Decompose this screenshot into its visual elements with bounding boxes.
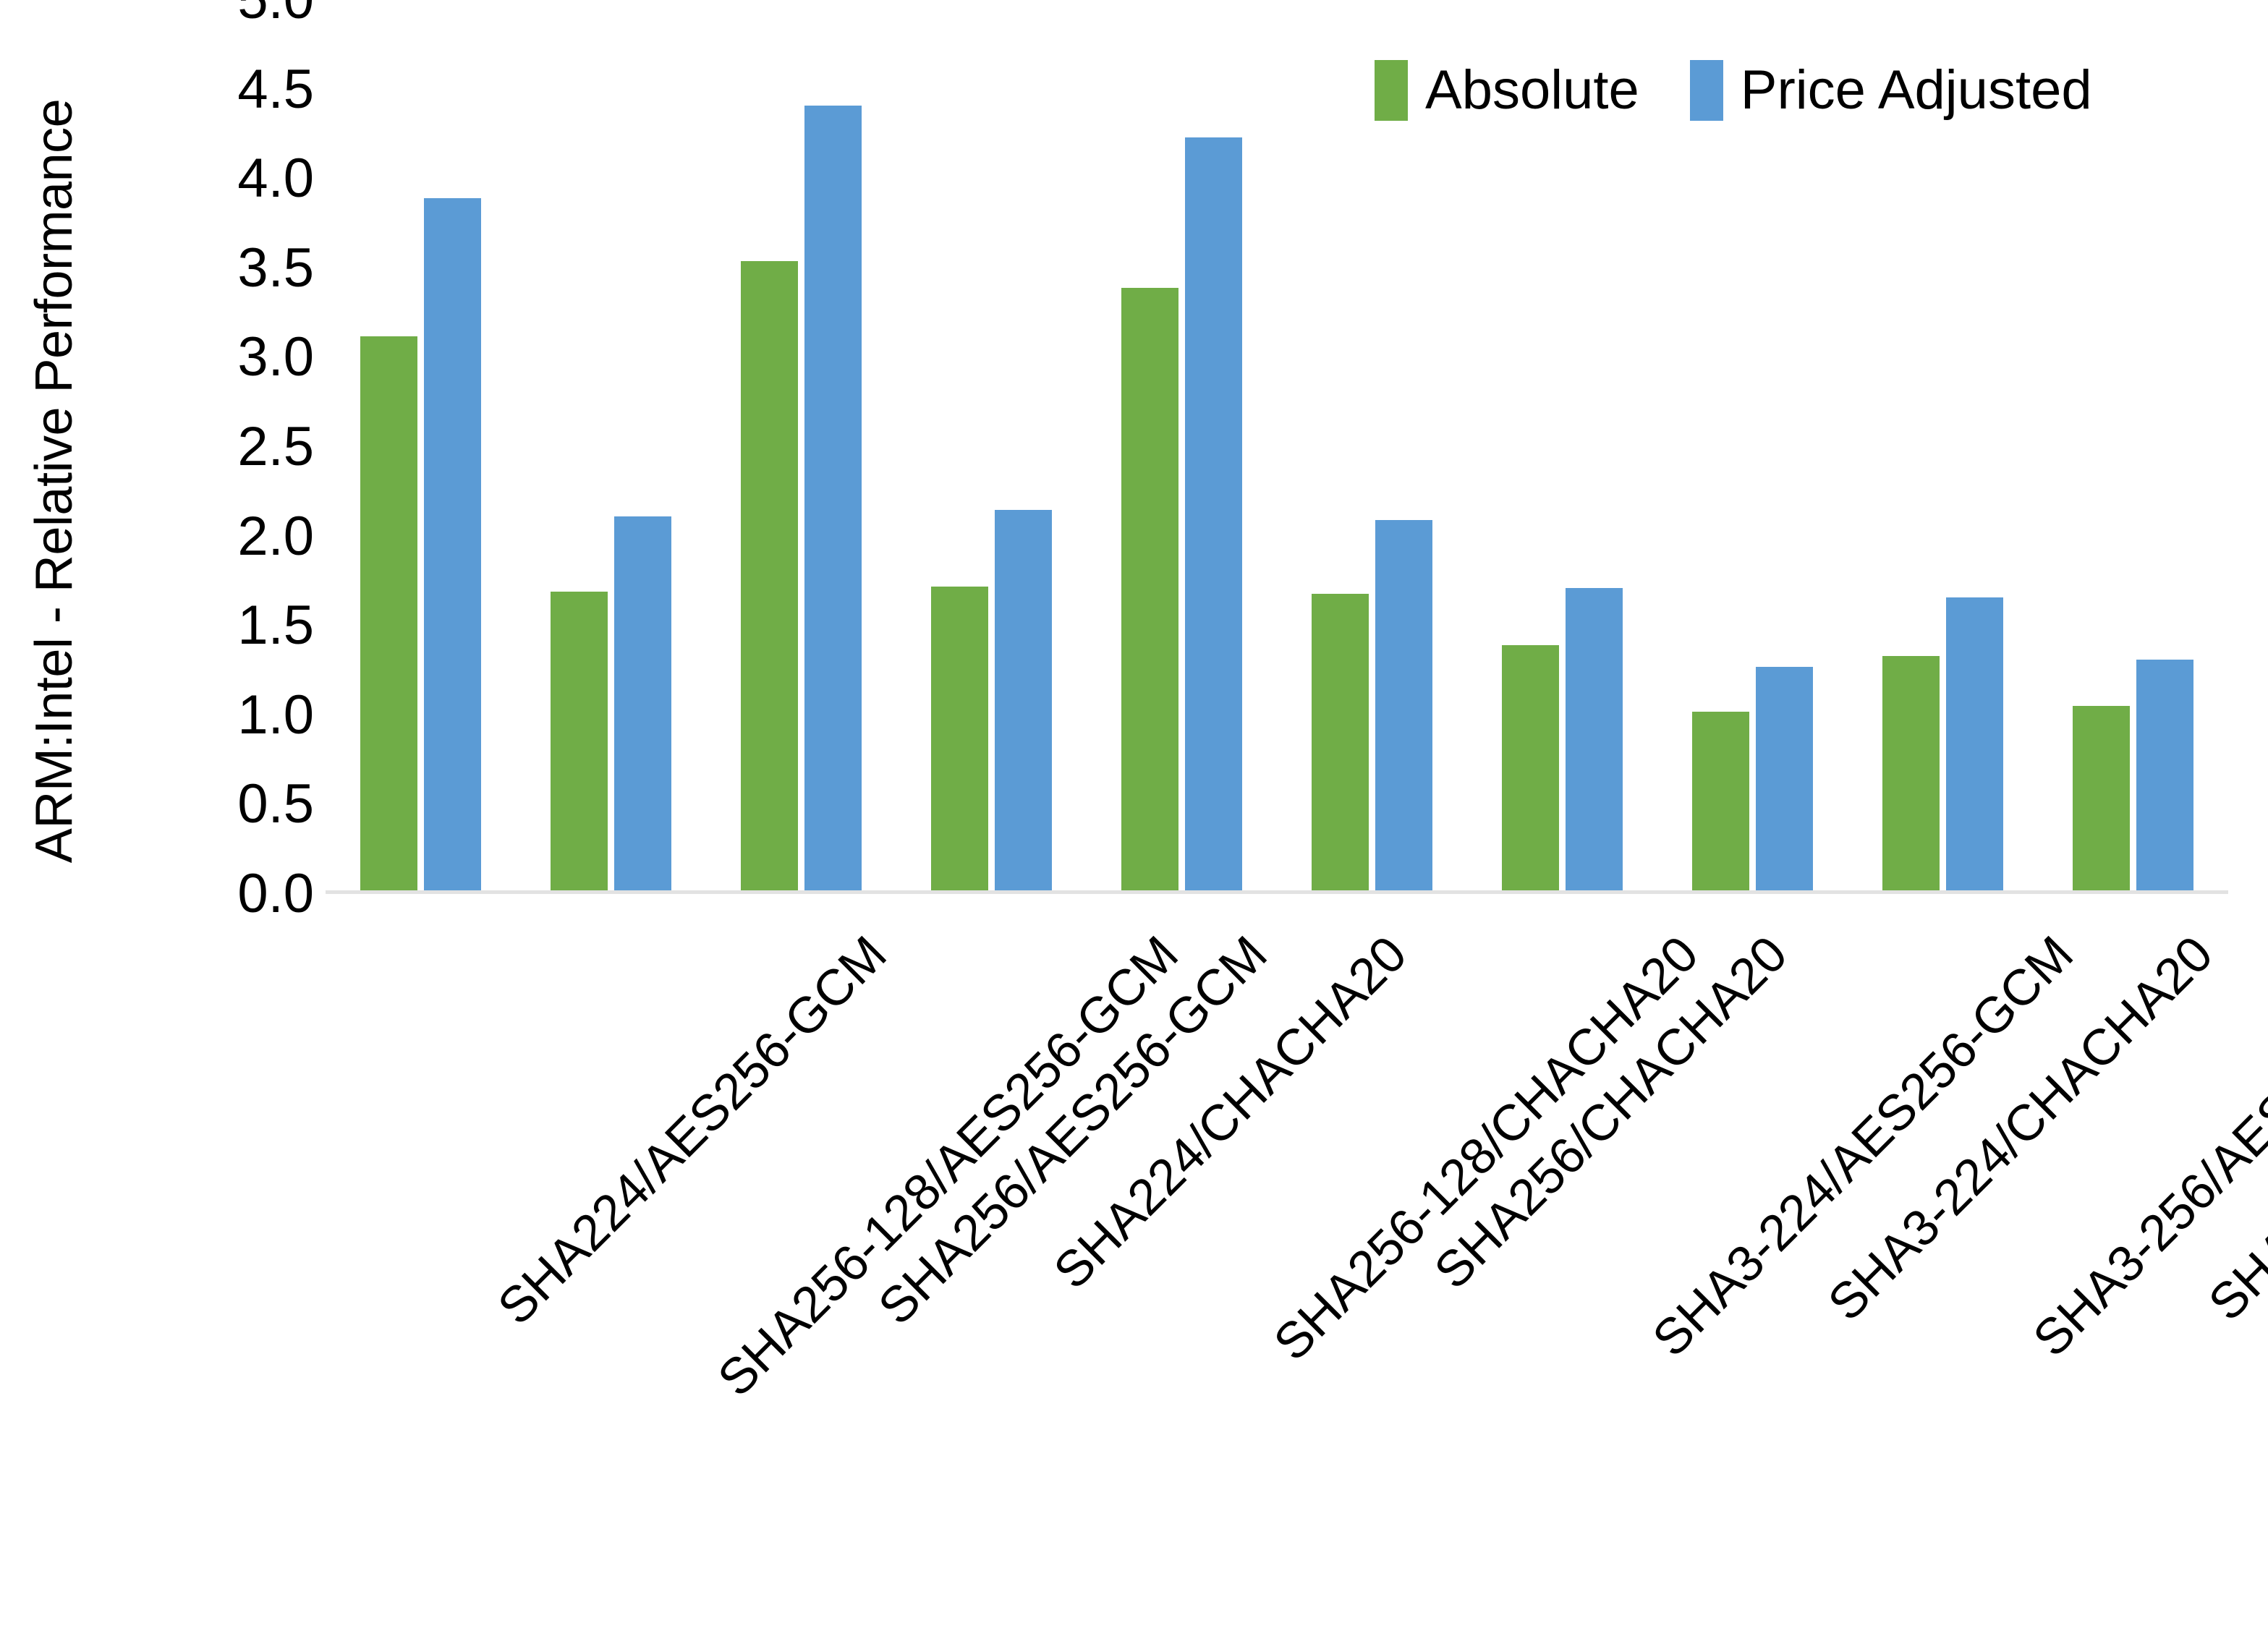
bar-absolute[interactable] [1312,593,1369,894]
x-tick-label-cell: SHA3-224/CHACHA20 [1657,894,2222,1545]
y-tick-label: 5.0 [237,0,314,27]
x-axis-line [326,890,2228,894]
bar-price-adjusted[interactable] [995,509,1052,894]
bar-absolute[interactable] [360,336,417,894]
legend-swatch-absolute [1375,60,1408,121]
bar-absolute[interactable] [1502,645,1559,894]
legend-swatch-price-adjusted [1689,60,1723,121]
bar-group [2038,0,2228,894]
bar-absolute[interactable] [1121,288,1178,894]
bar-price-adjusted[interactable] [424,198,481,894]
x-tick-label-cell: SHA3-256/CHACHA20 [2038,894,2268,1545]
y-tick-label: 1.5 [237,595,314,657]
bar-group [706,0,896,894]
bar-absolute[interactable] [1882,656,1940,894]
bar-group [1848,0,2038,894]
bar-absolute[interactable] [931,586,988,894]
y-axis-title-text: ARM:Intel - Relative Performance [25,98,83,864]
x-tick-label-cell: SHA256/AES256-GCM [706,894,1278,1545]
x-tick-label-cell: SHA256-128/CHACHA20 [1087,894,1708,1545]
bar-absolute[interactable] [2073,706,2130,894]
y-axis-title: ARM:Intel - Relative Performance [0,0,109,962]
bar-price-adjusted[interactable] [804,105,862,894]
bar-group [1087,0,1277,894]
bar-group [326,0,516,894]
bar-absolute[interactable] [741,260,798,894]
chart-legend: Absolute Price Adjusted [1375,43,2092,137]
y-tick-label: 2.5 [237,416,314,477]
bar-absolute[interactable] [1692,711,1749,894]
bar-group [1657,0,1848,894]
y-tick-label: 3.5 [237,237,314,299]
y-tick-label: 0.5 [237,773,314,835]
x-tick-label-cell: SHA224/AES256-GCM [326,894,897,1545]
bar-group [1467,0,1657,894]
x-tick-label-cell: SHA256/CHACHA20 [1277,894,1797,1545]
bar-group [1277,0,1467,894]
bar-price-adjusted[interactable] [1566,588,1623,894]
x-tick-label-cell: SHA3-224/AES256-GCM [1467,894,2084,1545]
y-tick-label: 4.0 [237,148,314,210]
bar-groups [326,0,2228,894]
bar-price-adjusted[interactable] [614,516,671,894]
y-tick-label: 1.0 [237,683,314,746]
bar-price-adjusted[interactable] [1756,667,1813,894]
legend-label: Absolute [1425,59,1639,121]
y-tick-label: 2.0 [237,505,314,567]
bar-group [516,0,706,894]
y-tick-label: 4.5 [237,58,314,120]
bar-price-adjusted[interactable] [1946,597,2003,894]
bar-price-adjusted[interactable] [1185,137,1242,894]
x-tick-label-cell: SHA256-128/AES256-GCM [516,894,1189,1545]
y-tick-label: 3.0 [237,326,314,388]
legend-item[interactable]: Price Adjusted [1689,59,2092,121]
bar-price-adjusted[interactable] [2136,660,2193,894]
x-tick-label-cell: SHA3-256/AES256-GCM [1848,894,2268,1545]
bar-price-adjusted[interactable] [1375,520,1432,894]
bar-group [896,0,1087,894]
legend-label: Price Adjusted [1740,59,2092,121]
x-tick-label-cell: SHA224/CHACHA20 [896,894,1417,1545]
plot-area [326,0,2228,894]
legend-item[interactable]: Absolute [1375,60,1639,121]
x-axis-tick-labels: SHA224/AES256-GCM SHA256-128/AES256-GCM SH… [326,894,2268,1545]
y-tick-label: 0.0 [237,863,314,924]
bar-absolute[interactable] [551,592,608,894]
y-axis-tick-labels: 5.0 4.5 4.0 3.5 3.0 2.5 2.0 1.5 1.0 0.5 0.0 [109,0,326,926]
